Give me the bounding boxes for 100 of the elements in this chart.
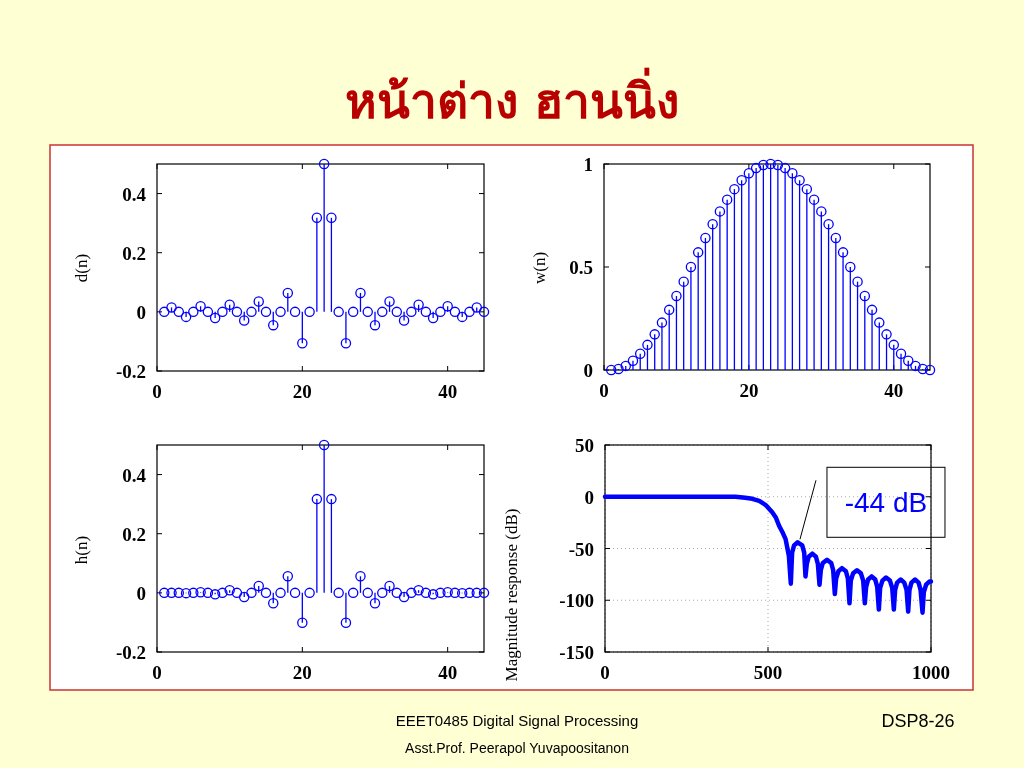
point: [634, 348, 646, 359]
point: [297, 337, 308, 349]
point: [268, 319, 279, 331]
point: [859, 290, 871, 302]
y-tick-label: -0.2: [115, 361, 146, 382]
y-tick-label: 0.4: [122, 183, 147, 205]
x-tick-label: 20: [292, 381, 312, 402]
text: Asst.Prof. Peerapol Yuvapoositanon: [405, 740, 629, 756]
point: [895, 348, 907, 359]
y-axis-title: w(n): [530, 251, 549, 285]
point: [787, 168, 798, 179]
point: [852, 276, 863, 287]
point: [707, 218, 718, 230]
y-tick-label: -0.2: [115, 642, 146, 663]
y-tick-label: 0.4: [122, 464, 147, 486]
callout: -44 dB: [799, 466, 946, 540]
point: [721, 194, 733, 205]
x-tick-label: 0: [152, 381, 162, 402]
point: [758, 159, 769, 171]
point: [845, 261, 856, 273]
point: [253, 296, 264, 307]
x-tick-label: 1000: [912, 662, 950, 683]
point: [772, 159, 784, 171]
point: [823, 218, 834, 230]
point: [282, 571, 294, 582]
x-tick-label: 500: [753, 662, 783, 683]
x-tick-label: 20: [292, 662, 312, 683]
point: [663, 304, 675, 316]
x-tick-label: 0: [599, 380, 609, 401]
point: [326, 493, 337, 505]
point: [627, 355, 639, 366]
point: [765, 158, 776, 170]
point: [750, 162, 762, 174]
point: [311, 212, 323, 224]
y-tick-label: 0.2: [122, 523, 146, 545]
point: [268, 597, 279, 609]
y-tick-label: 1: [583, 154, 593, 175]
x-tick-label: 40: [438, 662, 458, 683]
point: [837, 247, 849, 258]
point: [311, 493, 323, 505]
point: [692, 247, 704, 258]
point: [808, 194, 820, 205]
y-tick-label: 0: [136, 301, 146, 323]
y-tick-label: 0.5: [569, 257, 593, 278]
point: [729, 183, 740, 195]
point: [779, 162, 791, 174]
point: [903, 355, 914, 366]
text: DSP8-26: [881, 711, 955, 731]
x-tick-label: 40: [884, 380, 904, 401]
point: [282, 287, 294, 299]
point: [794, 175, 805, 186]
point: [743, 168, 755, 179]
y-axis-title: Magnitude response (dB): [502, 508, 521, 682]
point: [700, 232, 711, 244]
x-tick-label: 0: [600, 662, 610, 683]
point: [685, 261, 697, 273]
point: [384, 296, 395, 307]
point: [656, 317, 668, 328]
point: [340, 617, 352, 628]
point: [714, 206, 726, 217]
point: [398, 315, 410, 326]
point: [881, 329, 892, 340]
text: EEET0485 Digital Signal Processing: [395, 712, 639, 729]
point: [355, 287, 366, 299]
y-axis-title: d(n): [72, 253, 91, 283]
point: [642, 339, 653, 351]
y-tick-label: -100: [559, 590, 594, 612]
point: [649, 329, 660, 340]
point: [888, 339, 900, 351]
point: [801, 183, 813, 195]
y-tick-label: -150: [559, 642, 594, 663]
point: [736, 175, 747, 186]
point: [830, 232, 842, 244]
x-tick-label: 40: [438, 381, 458, 402]
y-axis-title: h(n): [72, 535, 91, 565]
y-tick-label: 0: [584, 486, 594, 508]
point: [318, 439, 330, 451]
annotation: -44 dB: [844, 487, 928, 519]
y-tick-label: 0.2: [122, 242, 146, 264]
point: [816, 206, 827, 217]
y-tick-label: 0: [583, 360, 593, 381]
y-tick-label: 0: [136, 582, 146, 604]
point: [340, 337, 352, 349]
point: [355, 571, 366, 582]
y-tick-label: -50: [568, 538, 594, 560]
point: [326, 212, 337, 224]
point: [369, 319, 381, 331]
point: [874, 317, 885, 328]
line-series: [602, 494, 934, 615]
point: [318, 158, 330, 170]
x-tick-label: 20: [739, 380, 759, 401]
point: [238, 315, 250, 326]
y-tick-label: 50: [575, 435, 594, 456]
point: [369, 597, 381, 609]
x-tick-label: 0: [152, 662, 162, 683]
point: [671, 290, 682, 302]
point: [866, 304, 878, 316]
chart-title: หน้าต่าง ฮานนิ่ง: [344, 67, 680, 129]
point: [297, 617, 308, 628]
point: [678, 276, 689, 287]
